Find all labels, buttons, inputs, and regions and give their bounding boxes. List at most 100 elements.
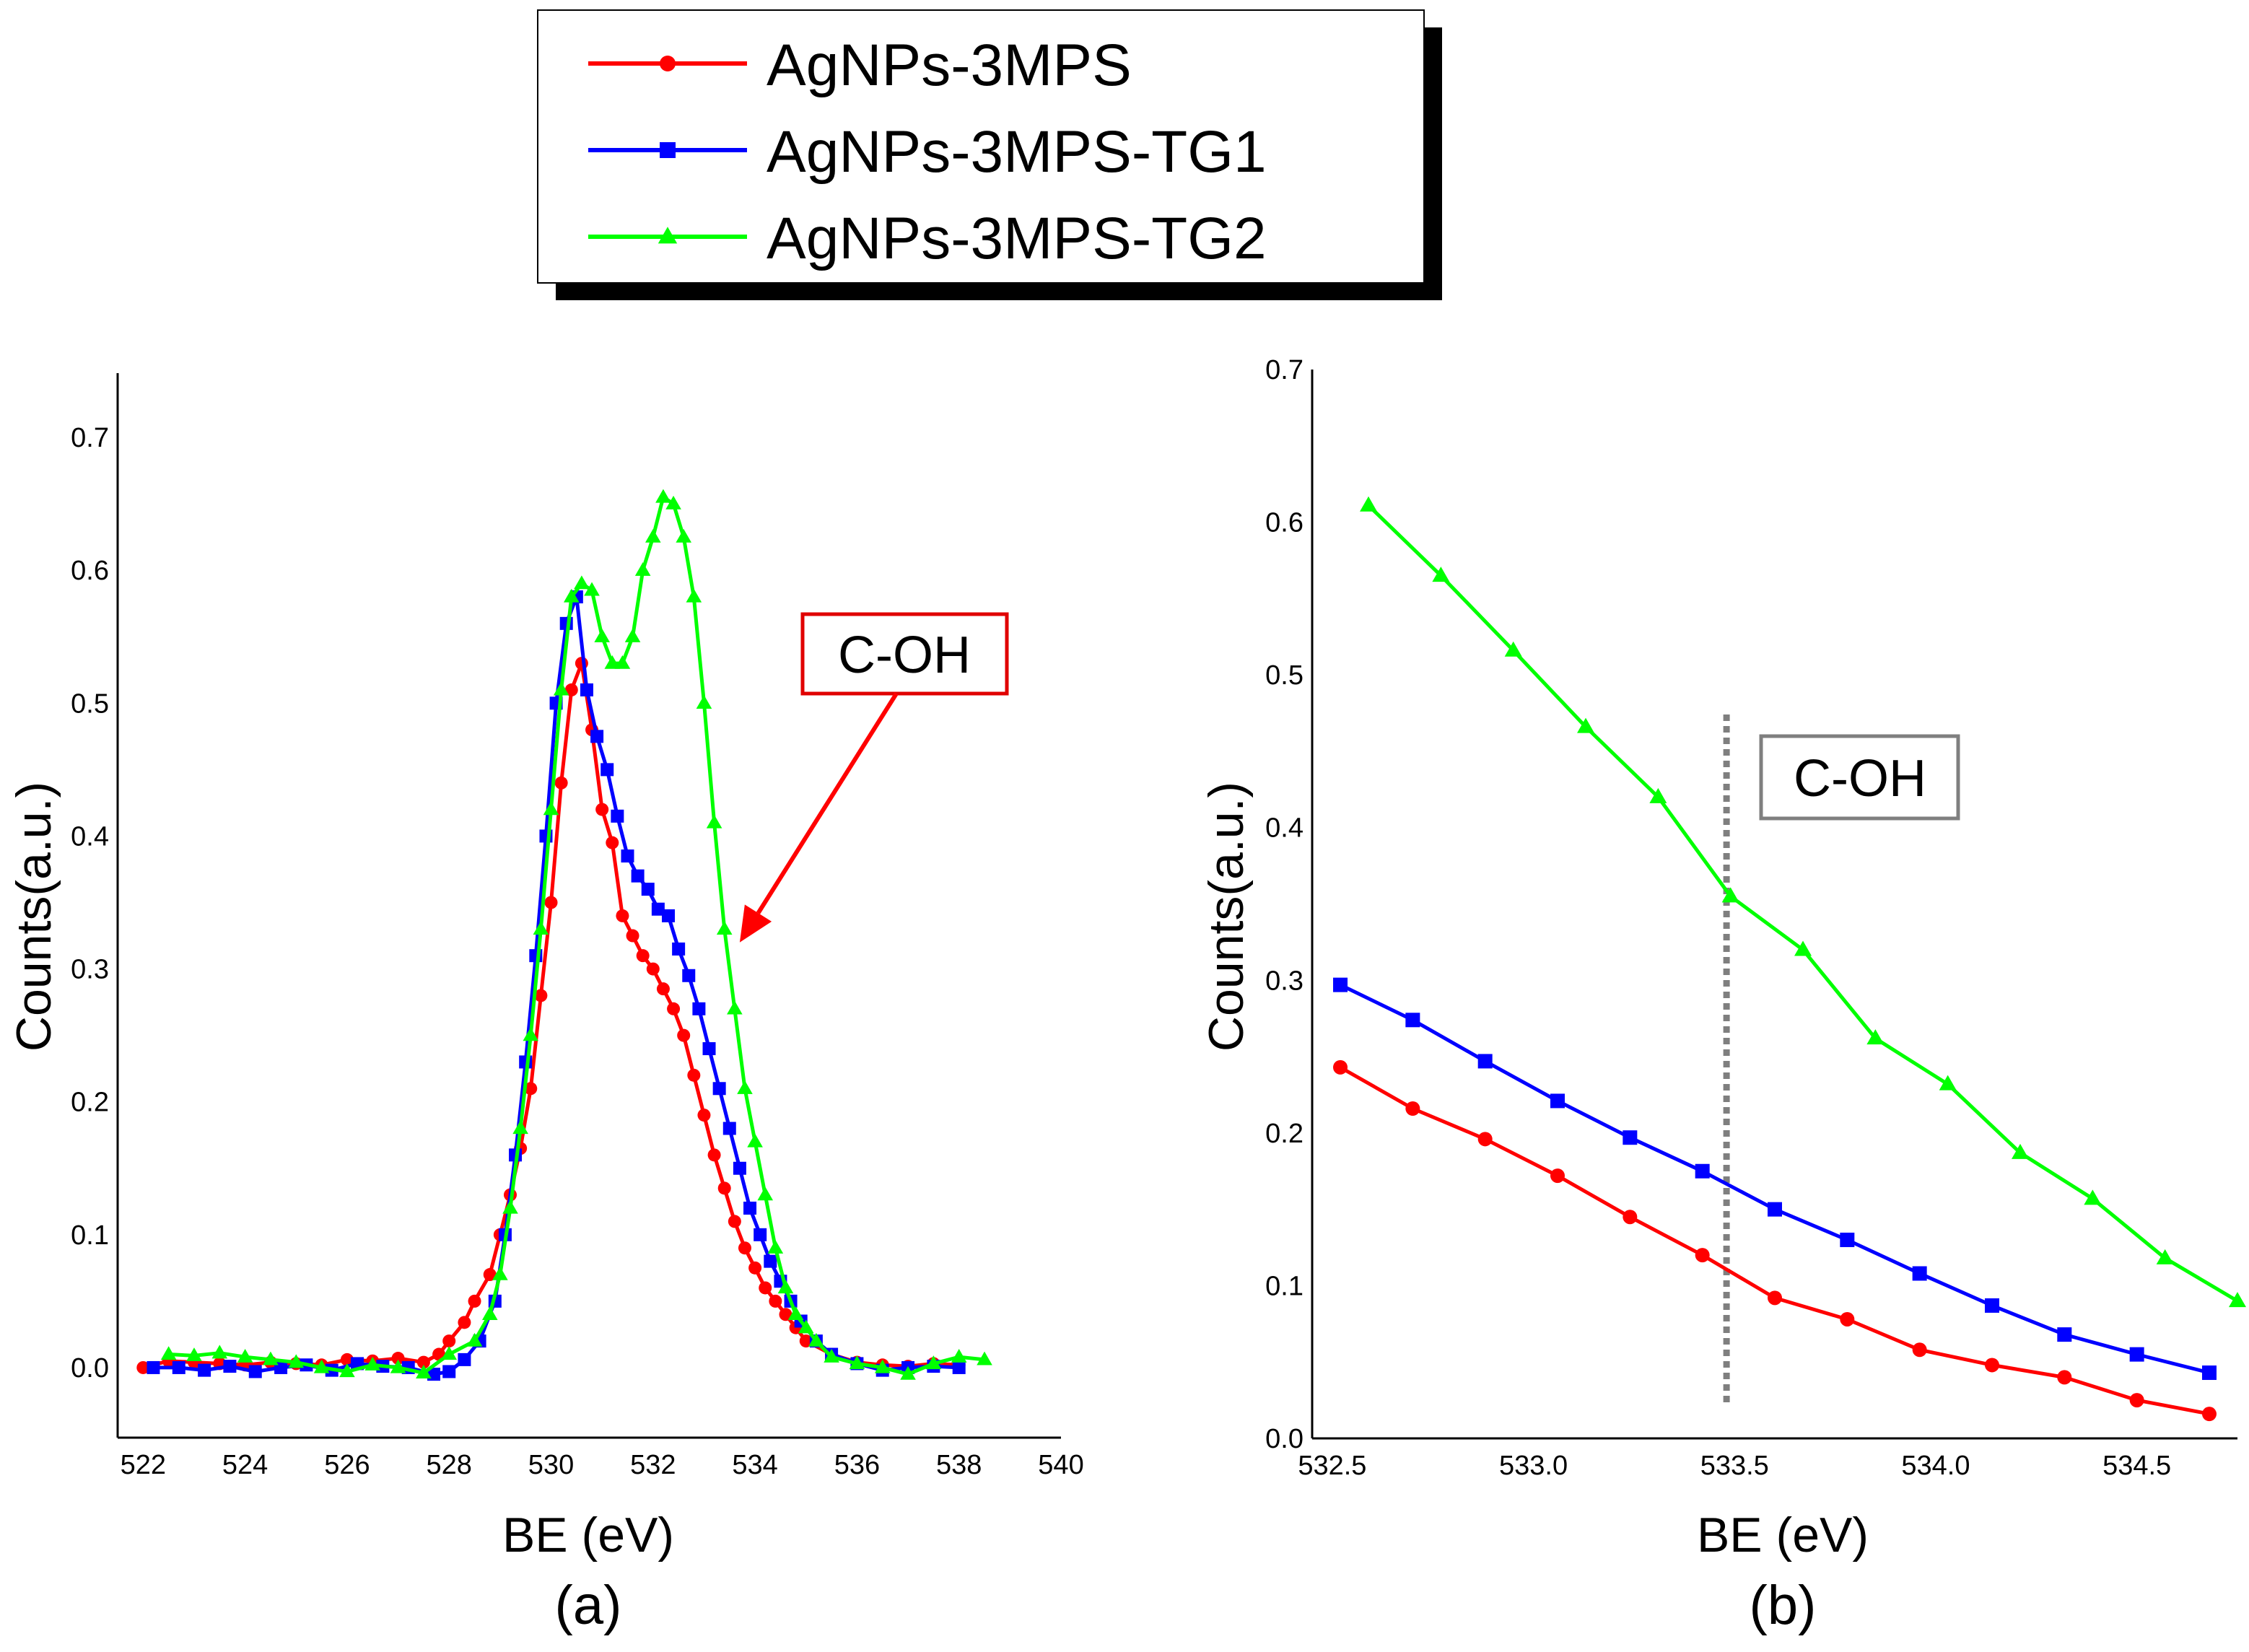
data-point-agnps-3mps (626, 929, 639, 943)
data-point-agnps-3mps-tg2 (767, 1239, 784, 1254)
data-point-agnps-3mps-tg1 (1840, 1232, 1855, 1247)
data-point-agnps-3mps (1768, 1290, 1782, 1306)
data-point-agnps-3mps-tg1 (692, 1002, 706, 1015)
data-point-agnps-3mps (717, 1181, 731, 1195)
y-tick-label: 0.5 (1265, 660, 1303, 691)
x-tick-label: 526 (324, 1450, 370, 1480)
data-point-agnps-3mps (1623, 1210, 1638, 1225)
data-point-agnps-3mps-tg2 (706, 814, 722, 829)
data-point-agnps-3mps-tg1 (601, 763, 614, 777)
data-point-agnps-3mps-tg1 (764, 1254, 777, 1268)
x-tick-label: 536 (834, 1450, 880, 1480)
data-point-agnps-3mps-tg2 (339, 1363, 355, 1378)
panel-b-xlabel: BE (eV) (1697, 1508, 1869, 1563)
data-point-agnps-3mps (636, 949, 650, 963)
data-point-agnps-3mps (1477, 1132, 1493, 1147)
data-point-agnps-3mps (687, 1068, 701, 1082)
data-point-agnps-3mps-tg1 (1695, 1163, 1710, 1179)
data-point-agnps-3mps-tg2 (553, 681, 569, 696)
data-point-agnps-3mps-tg2 (777, 1280, 794, 1294)
data-point-agnps-3mps (1840, 1311, 1855, 1327)
data-point-agnps-3mps-tg1 (662, 909, 676, 922)
data-point-agnps-3mps (564, 683, 578, 696)
data-point-agnps-3mps-tg2 (2156, 1249, 2174, 1264)
data-point-agnps-3mps-tg2 (716, 921, 733, 935)
data-point-agnps-3mps-tg1 (641, 883, 655, 896)
data-point-agnps-3mps-tg1 (198, 1363, 211, 1377)
x-tick-label: 532 (630, 1450, 676, 1480)
data-point-agnps-3mps-tg2 (416, 1365, 432, 1378)
data-point-agnps-3mps-tg2 (441, 1346, 458, 1360)
data-point-agnps-3mps-tg1 (2129, 1347, 2144, 1362)
data-point-agnps-3mps-tg2 (533, 921, 549, 935)
data-point-agnps-3mps-tg2 (2084, 1189, 2102, 1205)
x-tick-label: 534.0 (1901, 1451, 1970, 1481)
data-point-agnps-3mps-tg1 (1912, 1266, 1927, 1281)
y-tick-label: 0.3 (71, 955, 109, 985)
data-point-agnps-3mps (1405, 1101, 1420, 1116)
data-point-agnps-3mps-tg2 (543, 801, 559, 816)
data-point-agnps-3mps-tg2 (288, 1354, 305, 1368)
data-point-agnps-3mps-tg1 (1405, 1013, 1420, 1028)
data-point-agnps-3mps (2201, 1407, 2217, 1422)
panel-b-annotation: C-OH (1759, 734, 1960, 821)
data-point-agnps-3mps-tg1 (1984, 1298, 1999, 1313)
y-tick-label: 0.1 (71, 1220, 109, 1251)
data-point-agnps-3mps-tg2 (313, 1359, 330, 1373)
data-point-agnps-3mps-tg1 (2057, 1327, 2072, 1342)
data-point-agnps-3mps-tg2 (512, 1120, 528, 1135)
data-point-agnps-3mps-tg2 (1432, 567, 1450, 582)
y-tick-label: 0.2 (1265, 1119, 1303, 1149)
legend-label-agnps-3mps-tg2: AgNPs-3MPS-TG2 (767, 206, 1267, 271)
data-point-agnps-3mps (1550, 1168, 1565, 1184)
data-point-agnps-3mps-tg1 (1477, 1054, 1493, 1069)
data-point-agnps-3mps (2057, 1370, 2072, 1385)
panel-b-annotation-text: C-OH (1794, 750, 1926, 808)
data-point-agnps-3mps-tg1 (712, 1082, 726, 1096)
y-tick-label: 0.4 (71, 821, 109, 852)
data-point-agnps-3mps-tg1 (733, 1161, 746, 1175)
data-point-agnps-3mps (779, 1308, 792, 1321)
panel-b: 532.5 533.0 533.5 534.0 534.5 0.0 0.1 0.2 0.3 0.4… (1199, 355, 2246, 1636)
data-point-agnps-3mps-tg1 (1768, 1202, 1782, 1217)
data-point-agnps-3mps-tg1 (702, 1042, 716, 1056)
data-point-agnps-3mps-tg2 (798, 1319, 814, 1334)
data-point-agnps-3mps-tg2 (502, 1199, 518, 1214)
data-point-agnps-3mps (524, 1082, 538, 1096)
data-point-agnps-3mps (468, 1294, 481, 1308)
data-point-agnps-3mps-tg2 (757, 1186, 774, 1201)
data-point-agnps-3mps-tg2 (824, 1348, 839, 1363)
data-point-agnps-3mps-tg2 (665, 495, 681, 510)
data-point-agnps-3mps-tg1 (590, 730, 604, 743)
data-point-agnps-3mps-tg2 (614, 655, 631, 669)
data-point-agnps-3mps-tg1 (631, 869, 645, 883)
data-point-agnps-3mps-tg1 (682, 969, 696, 982)
legend-label-agnps-3mps-tg1: AgNPs-3MPS-TG1 (767, 119, 1267, 185)
panel-a: 522 524 526 528 530 532 534 536 538 540 0.0 0.1 0.2 0… (6, 373, 1084, 1636)
x-tick-label: 530 (528, 1450, 574, 1480)
data-point-agnps-3mps-tg1 (722, 1122, 736, 1135)
y-tick-label: 0.7 (1265, 355, 1303, 385)
data-point-agnps-3mps (707, 1148, 721, 1162)
series-line-agnps-3mps (1339, 1065, 2210, 1416)
data-point-agnps-3mps-tg2 (481, 1306, 498, 1320)
y-tick-label: 0.6 (1265, 508, 1303, 538)
y-tick-label: 0.3 (1265, 966, 1303, 996)
data-point-agnps-3mps-tg2 (563, 588, 580, 603)
legend-label-agnps-3mps: AgNPs-3MPS (767, 32, 1132, 98)
data-point-agnps-3mps (646, 962, 660, 976)
data-point-agnps-3mps-tg1 (1623, 1130, 1638, 1145)
panel-a-ylabel: Counts(a.u.) (6, 782, 61, 1052)
data-point-agnps-3mps-tg2 (1866, 1029, 1885, 1045)
data-point-agnps-3mps-tg2 (645, 528, 661, 543)
data-point-agnps-3mps-tg2 (787, 1306, 804, 1320)
data-point-agnps-3mps-tg2 (655, 489, 671, 503)
data-point-agnps-3mps-tg2 (634, 561, 651, 576)
data-point-agnps-3mps-tg1 (172, 1360, 185, 1374)
data-point-agnps-3mps-tg2 (2012, 1143, 2030, 1159)
data-point-agnps-3mps-tg2 (1721, 887, 1739, 903)
data-point-agnps-3mps (759, 1281, 772, 1295)
legend-marker-agnps-3mps (660, 56, 676, 71)
data-point-agnps-3mps (738, 1241, 751, 1255)
